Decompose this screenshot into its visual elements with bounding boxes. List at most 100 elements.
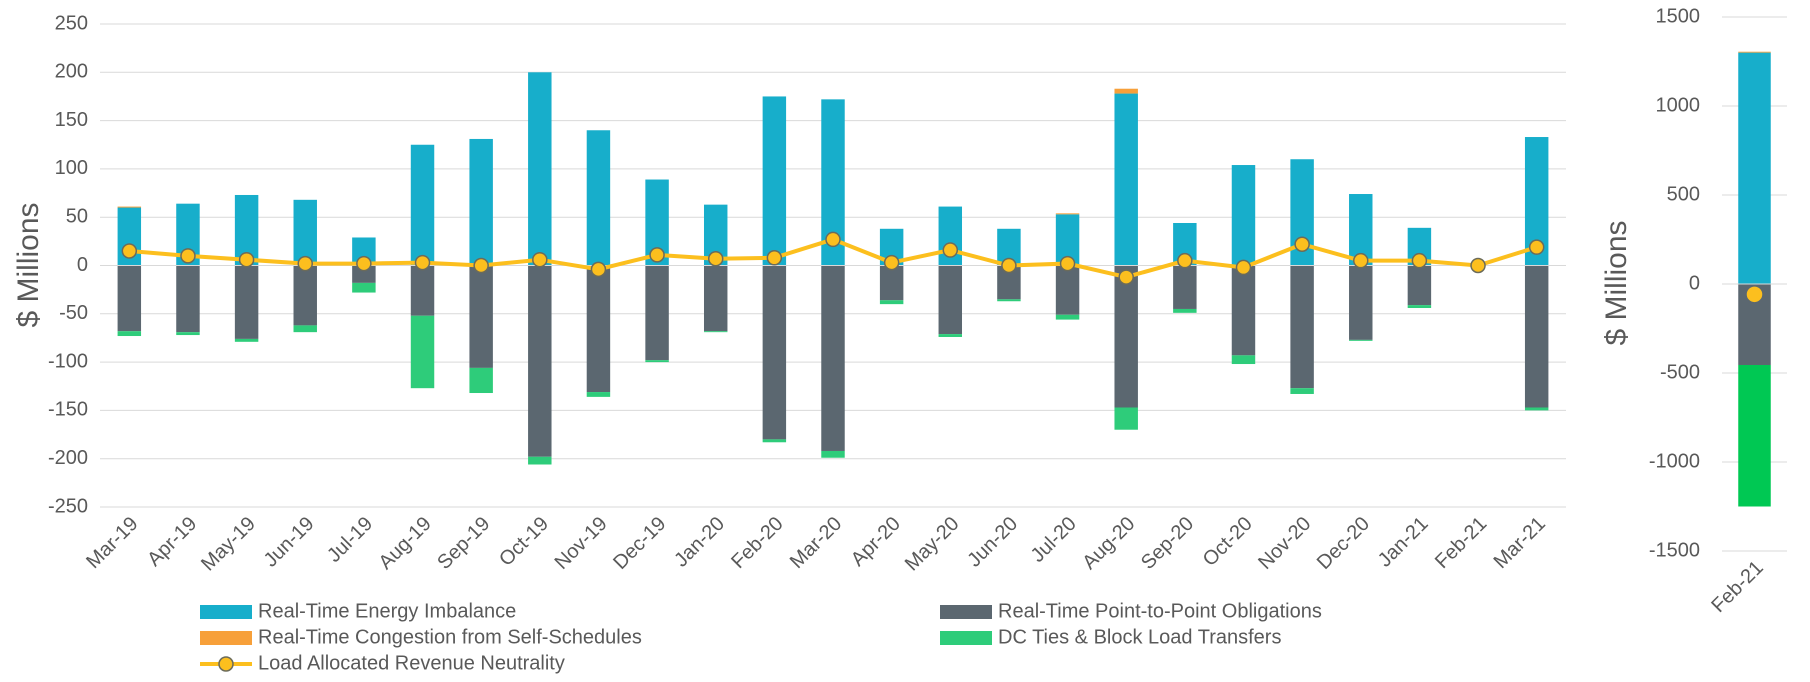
line-marker xyxy=(1353,252,1369,269)
bar-segment xyxy=(879,265,904,301)
bar-segment xyxy=(234,338,259,342)
bar-segment xyxy=(1231,355,1256,365)
x-tick-label: Jun-19 xyxy=(260,513,319,572)
bar-segment xyxy=(1349,339,1373,341)
line-marker xyxy=(1294,236,1310,252)
x-tick-label: Dec-19 xyxy=(609,513,670,574)
x-tick-label: Sep-19 xyxy=(433,513,494,574)
x-tick-label: Nov-20 xyxy=(1254,513,1315,574)
bar-segment xyxy=(1173,308,1197,313)
x-tick-label: May-19 xyxy=(197,513,260,576)
bar-segment xyxy=(938,334,963,337)
bar-segment xyxy=(1114,88,1138,94)
x-tick-label: Oct-19 xyxy=(495,513,553,571)
bar-segment xyxy=(352,265,376,283)
x-tick-label: Aug-19 xyxy=(375,513,436,574)
y-tick-label: 1000 xyxy=(1656,94,1701,116)
line-marker xyxy=(1746,286,1763,303)
line-marker xyxy=(707,250,724,267)
y-tick-label: 200 xyxy=(55,61,88,83)
bar-segment xyxy=(703,265,728,332)
bar-segment xyxy=(410,265,435,316)
x-tick-label: Oct-20 xyxy=(1199,513,1257,571)
line-marker xyxy=(1235,259,1252,276)
bar-segment xyxy=(1290,159,1314,266)
x-tick-label: Jun-20 xyxy=(963,513,1022,572)
bar-segment xyxy=(1290,388,1314,394)
y-tick-label: 500 xyxy=(1667,183,1700,205)
legend-swatch xyxy=(200,631,252,645)
line-marker xyxy=(649,247,665,263)
bar-segment xyxy=(293,199,317,266)
bar-segment xyxy=(645,179,669,266)
bar-segment xyxy=(1407,265,1432,306)
y-tick-label: -200 xyxy=(48,447,88,469)
bar-segment xyxy=(469,265,493,368)
bar-segment xyxy=(1055,265,1080,315)
legend-swatch xyxy=(200,605,252,619)
bar-segment xyxy=(410,315,435,389)
y-axis-label: $ Millions xyxy=(12,202,45,327)
x-tick-label: Sep-20 xyxy=(1137,513,1198,574)
legend-swatch xyxy=(940,605,992,619)
bar-segment xyxy=(586,265,611,393)
bar-segment xyxy=(1738,52,1771,284)
bar-segment xyxy=(938,265,963,335)
bar-segment xyxy=(234,194,259,266)
bar-segment xyxy=(1290,265,1314,389)
y-axis-label: $ Millions xyxy=(1600,220,1633,345)
bar-segment xyxy=(762,265,787,440)
bar-segment xyxy=(997,228,1021,266)
bar-segment xyxy=(586,130,611,266)
bar-segment xyxy=(1055,314,1080,320)
line-marker xyxy=(1470,257,1486,274)
line-marker xyxy=(532,251,548,268)
y-tick-label: -250 xyxy=(48,495,88,517)
line-marker xyxy=(414,254,431,271)
x-tick-label: Mar-20 xyxy=(786,513,846,573)
line-marker xyxy=(825,231,841,248)
x-tick-label: Nov-19 xyxy=(551,513,612,574)
x-tick-label: Jan-21 xyxy=(1374,513,1433,572)
bar-segment xyxy=(1173,265,1197,309)
y-tick-label: 100 xyxy=(55,157,88,179)
x-tick-label: Jul-19 xyxy=(323,513,377,567)
legend-label: DC Ties & Block Load Transfers xyxy=(998,626,1281,648)
y-tick-label: 150 xyxy=(55,109,88,131)
y-tick-label: 50 xyxy=(66,205,88,227)
x-tick-label: Apr-20 xyxy=(847,513,905,571)
bar-segment xyxy=(645,265,669,361)
bar-segment xyxy=(528,456,552,465)
bar-segment xyxy=(821,99,845,266)
line-marker xyxy=(121,243,138,259)
x-tick-label: Jul-20 xyxy=(1027,513,1081,567)
line-marker xyxy=(766,250,783,266)
legend-label: Real-Time Congestion from Self-Schedules xyxy=(258,626,642,648)
bar-segment xyxy=(410,144,435,266)
bar-segment xyxy=(117,206,142,208)
bar-segment xyxy=(821,450,845,458)
bar-segment xyxy=(1231,165,1256,266)
bar-segment xyxy=(1407,305,1432,309)
bar-segment xyxy=(762,96,787,266)
bar-segment xyxy=(1231,265,1256,356)
bar-segment xyxy=(1173,222,1197,266)
line-marker xyxy=(1059,255,1076,272)
line-marker xyxy=(942,242,959,258)
x-tick-label: May-20 xyxy=(901,513,964,576)
bar-segment xyxy=(234,265,259,339)
line-marker xyxy=(1528,239,1545,255)
line-marker xyxy=(180,248,196,264)
legend-swatch xyxy=(940,631,992,645)
bar-segment xyxy=(879,228,904,266)
bar-segment xyxy=(469,138,493,266)
bar-segment xyxy=(293,325,317,333)
line-marker xyxy=(238,251,255,268)
y-tick-label: -100 xyxy=(48,350,88,372)
x-tick-label: Mar-21 xyxy=(1490,513,1550,573)
bar-segment xyxy=(1738,364,1771,507)
bar-segment xyxy=(1524,407,1549,411)
bar-segment xyxy=(703,204,728,266)
x-tick-label: Mar-19 xyxy=(82,513,142,573)
